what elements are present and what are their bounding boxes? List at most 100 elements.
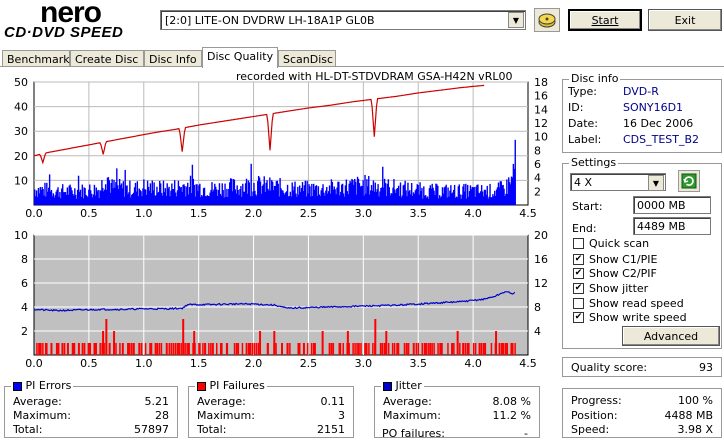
pif-bar	[245, 343, 248, 355]
pie-bar	[170, 190, 172, 205]
pif-bar	[385, 331, 388, 355]
pie-bar	[168, 186, 170, 205]
pie-bar	[76, 189, 79, 205]
chevron-down-icon[interactable]: ▼	[648, 175, 664, 191]
show-read-speed-check[interactable]	[573, 297, 584, 309]
bottom-chart-plot-area	[33, 234, 529, 356]
pie-bar	[198, 185, 200, 205]
start-button[interactable]: Start	[568, 9, 642, 31]
pif-bar	[119, 343, 121, 355]
pie-bar	[461, 194, 463, 205]
pie-bar	[98, 198, 100, 205]
pie-bar	[173, 189, 175, 205]
pie-bar	[506, 179, 508, 205]
drive-info-button[interactable]	[534, 8, 560, 32]
pie-bar	[477, 184, 479, 205]
tab-create-disc[interactable]: Create Disc	[70, 50, 144, 68]
pif-bar	[249, 343, 252, 355]
pie-bar	[221, 183, 223, 205]
pif-bar	[427, 343, 429, 355]
pie-bar	[446, 197, 448, 205]
pif-bar	[352, 343, 354, 355]
pie-bar	[246, 193, 249, 205]
bottom-chart-x-tick-label: 1.5	[190, 357, 208, 370]
pif-bar	[480, 343, 483, 355]
pif-bar	[140, 343, 143, 355]
quick-scan-check[interactable]	[573, 237, 584, 249]
show-c1-check[interactable]: ✔	[573, 253, 584, 265]
pie-bar	[136, 181, 139, 205]
pif-bar	[158, 343, 161, 355]
pie-bar	[382, 187, 385, 205]
pie-bar	[184, 186, 186, 205]
show-write-speed-checkbox[interactable]: ✔ Show write speed	[573, 310, 687, 324]
pie-bar	[499, 181, 502, 205]
pie-bar	[470, 189, 473, 205]
pif-bar	[233, 343, 236, 355]
jitter-line	[33, 291, 516, 312]
pif-bar	[149, 343, 152, 355]
quick-scan-checkbox[interactable]: Quick scan	[573, 236, 649, 250]
pie-bar	[150, 193, 153, 205]
pif-bar	[437, 343, 439, 355]
pie-bar	[171, 183, 173, 205]
show-write-speed-check[interactable]: ✔	[573, 311, 584, 323]
pie-bar	[218, 183, 221, 205]
pie-bar	[201, 195, 203, 205]
show-read-speed-checkbox[interactable]: Show read speed	[573, 296, 684, 310]
pif-bar	[174, 343, 177, 355]
show-jitter-check[interactable]: ✔	[573, 282, 584, 294]
speed-select[interactable]: 4 X ▼	[570, 173, 666, 191]
show-c1-checkbox[interactable]: ✔ Show C1/PIE	[573, 252, 657, 266]
pie-bar	[492, 194, 494, 205]
pie-bar	[383, 178, 386, 205]
refresh-speed-button[interactable]	[678, 170, 700, 192]
show-c2-checkbox[interactable]: ✔ Show C2/PIF	[573, 266, 657, 280]
pie-bar	[497, 182, 500, 205]
pie-bar	[103, 191, 105, 205]
pie-bar	[208, 196, 210, 205]
pie-bar	[378, 196, 380, 205]
type-label: Type:	[568, 85, 597, 98]
start-mb-input[interactable]: 0000 MB	[633, 196, 711, 214]
chevron-down-icon[interactable]: ▼	[508, 12, 524, 28]
end-mb-input[interactable]: 4489 MB	[633, 217, 711, 235]
pif-bar	[95, 343, 97, 355]
pif-bar	[482, 343, 485, 355]
position-label: Position:	[571, 409, 618, 422]
pie-bar	[504, 196, 506, 205]
pie-bar	[204, 196, 207, 205]
exit-button[interactable]: Exit	[648, 9, 722, 31]
tab-disc-info[interactable]: Disc Info	[144, 50, 202, 68]
show-jitter-checkbox[interactable]: ✔ Show jitter	[573, 281, 648, 295]
pif-bar	[66, 343, 69, 355]
pie-bar	[285, 192, 287, 205]
pie-bar	[146, 180, 149, 205]
bottom-chart-x-tick-label: 4.0	[464, 357, 482, 370]
pi-failures-box: PI Failures Average: 0.11 Maximum: 3 Tot…	[188, 379, 354, 438]
show-c2-check[interactable]: ✔	[573, 267, 584, 279]
tab-benchmark[interactable]: Benchmark	[2, 50, 70, 68]
pie-bar	[502, 184, 504, 205]
pi-failures-total-label: Total:	[197, 423, 227, 436]
pie-bar	[340, 184, 343, 205]
pie-bar	[445, 184, 447, 205]
pie-bar	[272, 190, 275, 205]
pie-bar	[236, 185, 238, 205]
pi-errors-title-text: PI Errors	[25, 379, 72, 392]
pie-bar	[138, 188, 140, 205]
tab-disc-quality[interactable]: Disc Quality	[202, 47, 278, 68]
pie-bar	[313, 183, 315, 205]
pif-bar	[397, 343, 400, 355]
pie-bar	[129, 180, 131, 205]
advanced-button[interactable]: Advanced	[622, 326, 720, 346]
pif-bar	[121, 343, 124, 355]
tab-scandisc[interactable]: ScanDisc	[278, 50, 336, 68]
pie-bar	[397, 185, 400, 205]
pie-bar	[284, 194, 286, 205]
pie-bar	[185, 196, 187, 205]
pie-bar	[344, 185, 347, 205]
drive-select[interactable]: [2:0] LITE-ON DVDRW LH-18A1P GL0B ▼	[160, 10, 526, 30]
pie-bar	[469, 185, 472, 205]
pi-failures-avg-label: Average:	[197, 395, 246, 408]
